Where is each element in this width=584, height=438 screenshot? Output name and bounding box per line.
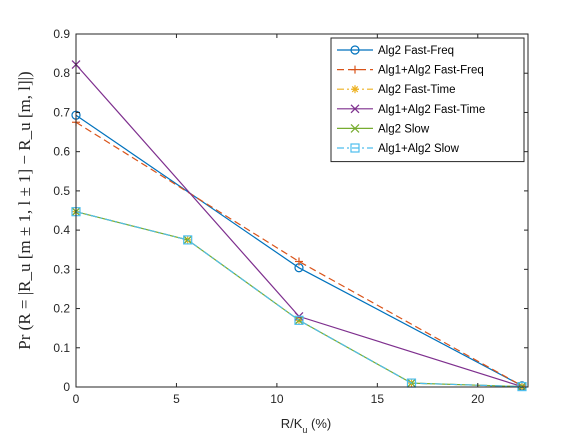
- legend: Alg2 Fast-Freq Alg1+Alg2 Fast-Freq Alg2 Fa…: [330, 37, 525, 163]
- x-tick-label: 10: [270, 392, 284, 406]
- y-axis-label: Pr (R = |R_u [m ± 1, l ± 1] − R_u [m, l]…: [15, 71, 34, 349]
- y-tick-label: 0.5: [53, 184, 70, 198]
- legend-label: Alg2 Fast-Time: [378, 84, 456, 96]
- y-tick-label: 0.2: [53, 302, 70, 316]
- y-tick-label: 0.6: [53, 145, 70, 159]
- marker-stroke: [351, 85, 359, 93]
- series-line: [75, 121, 523, 387]
- axis-ticks: 0 5 10 15 20 0 0.1 0.2 0.3 0.4 0.5 0.6 0.7 0.8 0.9: [53, 27, 528, 406]
- x-tick-label: 20: [471, 392, 485, 406]
- x-axis-label: R/Ku (%): [281, 416, 332, 435]
- legend-marker: [350, 123, 360, 133]
- y-axis-label-text: Pr (R = |R_u [m ± 1, l ± 1] − R_u [m, l]…: [15, 71, 34, 349]
- y-tick-label: 0.9: [53, 27, 70, 41]
- series-line: [75, 114, 523, 387]
- series-6: [71, 207, 527, 392]
- y-tick-label: 0: [63, 380, 70, 394]
- legend-marker: [350, 104, 360, 114]
- legend-item: Alg1+Alg2 Slow: [337, 143, 460, 155]
- data-point: [294, 315, 304, 325]
- y-tick-label: 0.1: [53, 341, 70, 355]
- series-line: [75, 211, 523, 388]
- legend-marker: [351, 85, 359, 94]
- data-point: [294, 315, 304, 325]
- series-layer: [71, 60, 527, 392]
- legend-item: Alg2 Slow: [337, 123, 430, 135]
- legend-marker: [350, 143, 360, 153]
- legend-label: Alg2 Fast-Freq: [378, 45, 454, 57]
- x-tick-label: 15: [371, 392, 385, 406]
- x-tick-label: 5: [173, 392, 180, 406]
- plot-frame: [75, 33, 529, 388]
- legend-box: [330, 37, 525, 163]
- marker-stroke: [294, 315, 304, 325]
- legend-item: Alg2 Fast-Freq: [337, 45, 454, 57]
- series-3: [72, 207, 526, 391]
- series-5: [71, 207, 527, 392]
- y-tick-label: 0.7: [53, 105, 70, 119]
- y-tick-label: 0.4: [53, 223, 70, 237]
- y-tick-label: 0.8: [53, 66, 70, 80]
- x-tick-label: 0: [73, 392, 80, 406]
- series-line: [75, 211, 523, 388]
- series-line: [75, 211, 523, 388]
- legend-item: Alg2 Fast-Time: [337, 84, 456, 96]
- y-tick-label: 0.3: [53, 262, 70, 276]
- legend-marker: [351, 65, 359, 74]
- legend-label: Alg1+Alg2 Fast-Time: [378, 104, 485, 116]
- legend-marker: [350, 45, 360, 55]
- data-point: [294, 257, 303, 266]
- legend-label: Alg2 Slow: [378, 123, 430, 135]
- marker-stroke: [350, 104, 360, 114]
- marker-stroke: [350, 123, 360, 133]
- legend-label: Alg1+Alg2 Slow: [378, 143, 460, 155]
- data-point: [183, 235, 193, 245]
- legend-label: Alg1+Alg2 Fast-Freq: [378, 65, 484, 77]
- legend-item: Alg1+Alg2 Fast-Time: [337, 104, 485, 116]
- legend-item: Alg1+Alg2 Fast-Freq: [337, 65, 484, 77]
